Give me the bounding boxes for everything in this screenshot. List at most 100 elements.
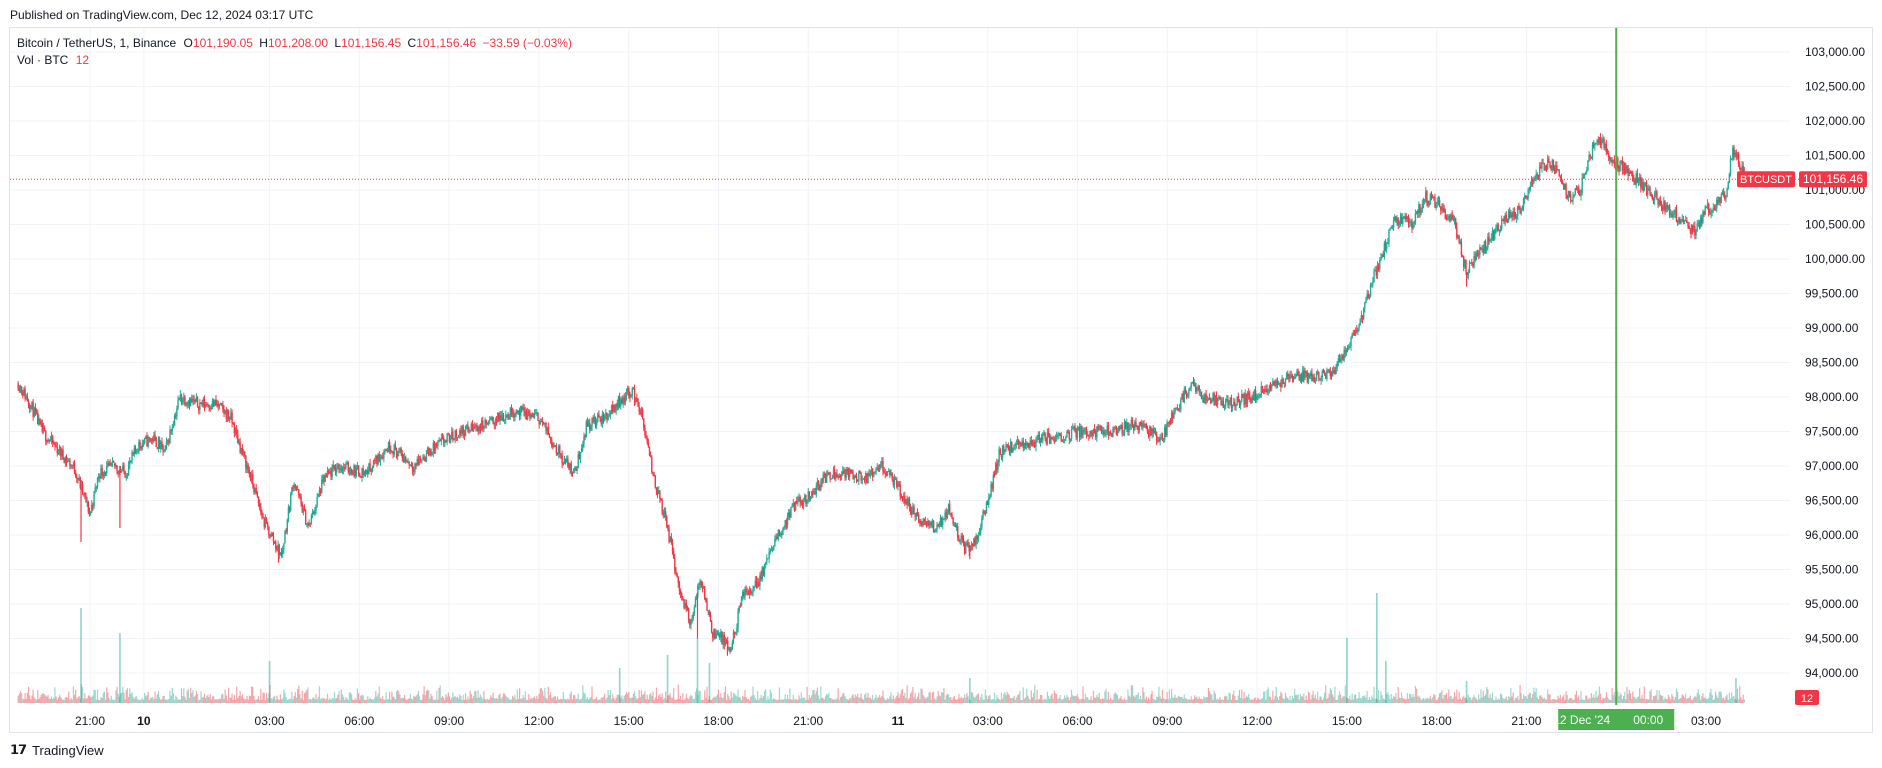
volume-bar [1585,695,1587,703]
y-tick-label: 102,500.00 [1805,80,1865,94]
volume-bar [1317,691,1319,703]
volume-bar [740,699,743,703]
candle-body [1274,382,1276,386]
volume-bar [537,698,539,703]
candle-body [411,466,414,471]
x-tick-label: 06:00 [344,714,374,728]
volume-bar [737,689,739,703]
candle-body [1014,444,1016,446]
volume-bar [33,697,35,703]
candle-body [1512,211,1514,217]
candle-body [134,447,137,451]
volume-bar [88,695,91,703]
volume-bar [774,699,776,703]
y-tick-label: 97,500.00 [1805,425,1859,439]
volume-bar [1732,696,1734,703]
candle-body [791,506,793,508]
candle-body [1104,433,1106,435]
volume-bar [1701,696,1703,703]
volume-bar [93,689,95,703]
candle-body [869,474,872,477]
candle-body [1606,152,1609,154]
volume-bar [535,698,537,703]
candle-body [1633,179,1635,182]
volume-bar [780,699,782,703]
volume-bar [318,686,321,703]
candle-body [1540,166,1542,169]
candle-body [1330,375,1333,377]
candle-body [800,502,803,504]
candle-body [1560,178,1563,182]
volume-bar [506,697,508,703]
candle-body [1644,182,1647,185]
candle-body [1319,378,1321,381]
volume-bar [554,695,556,703]
candle-body [81,483,84,494]
candle-body [68,460,70,462]
candle-body [827,472,829,476]
candle-body [848,469,851,478]
candle-body [1182,393,1184,403]
volume-bar [1030,690,1032,703]
candle-body [1655,191,1657,196]
volume-bar [898,697,900,703]
volume-bar [1513,699,1515,703]
volume-bar [1013,695,1015,703]
volume-bar [1330,690,1333,703]
volume-bar [744,690,746,703]
candle-body [744,588,746,597]
volume-bar [1580,691,1582,703]
candle-body [1660,203,1663,207]
volume-bar [593,699,595,703]
volume-bar [1138,699,1141,703]
volume-bar [1378,690,1380,703]
candle-body [1241,394,1243,401]
volume-bar [674,699,676,703]
candle-body [1696,223,1698,231]
symbol-title[interactable]: Bitcoin / TetherUS, 1, Binance [17,36,177,50]
volume-bar [693,698,695,703]
candle-body [559,446,561,454]
volume-bar [1740,697,1742,703]
volume-bar [326,693,329,703]
tradingview-brand[interactable]: 𝟭𝟳 TradingView [10,742,104,758]
volume-label[interactable]: Vol · BTC [17,53,69,67]
volume-bar [45,695,47,703]
volume-bar [316,699,318,703]
candle-body [1030,440,1033,445]
volume-bar [1127,689,1129,703]
candle-body [515,411,517,415]
candle-body [808,491,811,499]
volume-bar [265,692,268,703]
volume-bar [922,695,924,703]
volume-bar [1296,695,1298,703]
candle-body [732,632,735,643]
volume-bar [469,690,471,703]
candle-body [1206,399,1208,401]
volume-bar [576,698,578,703]
candle-body [574,467,576,469]
volume-bar [1076,694,1078,703]
volume-bar [585,699,587,703]
candle-body [1557,169,1559,171]
candle-body [474,426,476,428]
volume-bar [379,697,382,703]
volume-bar [1257,697,1259,703]
volume-bar [460,696,462,703]
volume-bar [1548,694,1550,703]
volume-bar [1256,699,1258,703]
candle-body [624,396,627,403]
volume-bar [950,696,952,703]
candle-body [531,414,533,417]
candle-body [1049,436,1051,444]
candle-body [1335,366,1337,374]
candle-body [1199,391,1202,393]
volume-bar [1530,697,1533,703]
volume-bar [803,697,805,703]
candle-body [1288,376,1290,380]
volume-bar [831,699,833,703]
volume-bar [914,692,916,703]
candle-body [1234,401,1236,407]
candle-body [525,411,528,420]
